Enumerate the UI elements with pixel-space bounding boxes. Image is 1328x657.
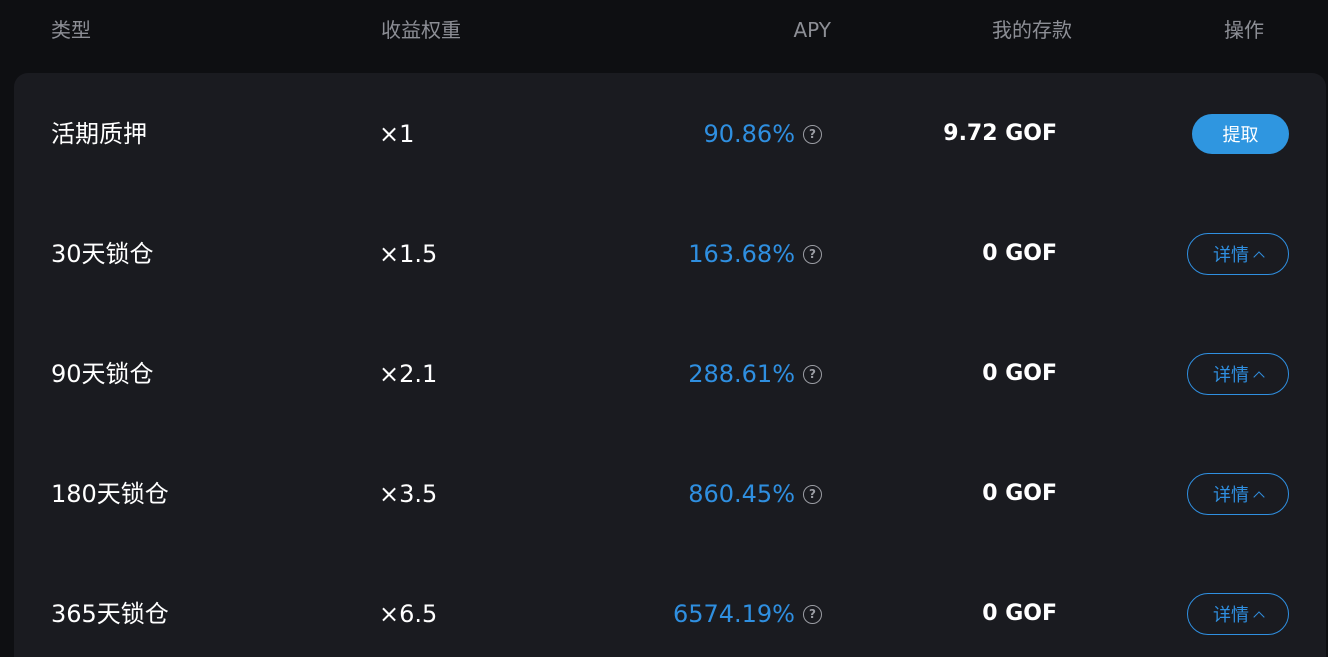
withdraw-button-label: 提取 — [1222, 125, 1259, 146]
row-weight: ×1 — [379, 120, 415, 148]
header-weight: 收益权重 — [381, 18, 461, 42]
staking-table-panel — [14, 73, 1326, 657]
details-button[interactable]: 详情 — [1187, 353, 1289, 395]
header-deposit: 我的存款 — [992, 18, 1072, 42]
chevron-up-icon — [1253, 490, 1265, 503]
row-apy: 90.86% ? — [703, 104, 822, 164]
table-row: 活期质押 ×1 90.86% ? 9.72 GOF 提取 — [0, 104, 1328, 164]
chevron-up-icon — [1253, 610, 1265, 623]
details-button-label: 详情 — [1213, 605, 1249, 626]
question-circle-icon[interactable]: ? — [803, 364, 822, 384]
row-action: 详情 — [1187, 464, 1289, 524]
row-apy: 6574.19% ? — [673, 584, 822, 644]
row-apy-value: 860.45% — [688, 480, 795, 508]
table-header: 类型 收益权重 APY 我的存款 操作 — [0, 0, 1328, 60]
row-weight: ×1.5 — [379, 240, 438, 268]
row-deposit: 0 GOF — [982, 241, 1057, 266]
row-type: 180天锁仓 — [51, 480, 169, 508]
details-button-label: 详情 — [1213, 245, 1249, 266]
table-row: 90天锁仓 ×2.1 288.61% ? 0 GOF 详情 — [0, 344, 1328, 404]
row-type: 365天锁仓 — [51, 600, 169, 628]
chevron-up-icon — [1253, 250, 1265, 263]
header-action: 操作 — [1224, 18, 1264, 42]
row-weight: ×6.5 — [379, 600, 438, 628]
details-button[interactable]: 详情 — [1187, 233, 1289, 275]
row-type: 活期质押 — [51, 120, 147, 148]
question-circle-icon[interactable]: ? — [803, 604, 822, 624]
details-button[interactable]: 详情 — [1187, 473, 1289, 515]
header-apy: APY — [793, 18, 831, 42]
table-row: 30天锁仓 ×1.5 163.68% ? 0 GOF 详情 — [0, 224, 1328, 284]
row-deposit: 9.72 GOF — [943, 121, 1057, 146]
row-apy: 163.68% ? — [688, 224, 822, 284]
table-row: 180天锁仓 ×3.5 860.45% ? 0 GOF 详情 — [0, 464, 1328, 524]
details-button-label: 详情 — [1213, 485, 1249, 506]
row-type: 90天锁仓 — [51, 360, 154, 388]
details-button-label: 详情 — [1213, 365, 1249, 386]
row-apy-value: 90.86% — [703, 120, 795, 148]
header-type: 类型 — [51, 18, 91, 42]
row-apy-value: 6574.19% — [672, 600, 795, 628]
row-weight: ×2.1 — [379, 360, 438, 388]
row-action: 详情 — [1187, 224, 1289, 284]
row-action: 详情 — [1187, 344, 1289, 404]
row-deposit: 0 GOF — [982, 481, 1057, 506]
row-weight: ×3.5 — [379, 480, 438, 508]
row-action: 详情 — [1187, 584, 1289, 644]
row-action: 提取 — [1192, 104, 1289, 164]
details-button[interactable]: 详情 — [1187, 593, 1289, 635]
question-circle-icon[interactable]: ? — [803, 484, 822, 504]
question-circle-icon[interactable]: ? — [803, 244, 822, 264]
withdraw-button[interactable]: 提取 — [1192, 114, 1289, 154]
chevron-up-icon — [1253, 370, 1265, 383]
row-apy: 860.45% ? — [688, 464, 822, 524]
row-deposit: 0 GOF — [982, 601, 1057, 626]
question-circle-icon[interactable]: ? — [803, 124, 822, 144]
table-row: 365天锁仓 ×6.5 6574.19% ? 0 GOF 详情 — [0, 584, 1328, 644]
row-apy-value: 163.68% — [688, 240, 795, 268]
row-apy: 288.61% ? — [688, 344, 822, 404]
row-deposit: 0 GOF — [982, 361, 1057, 386]
row-apy-value: 288.61% — [688, 360, 795, 388]
row-type: 30天锁仓 — [51, 240, 154, 268]
